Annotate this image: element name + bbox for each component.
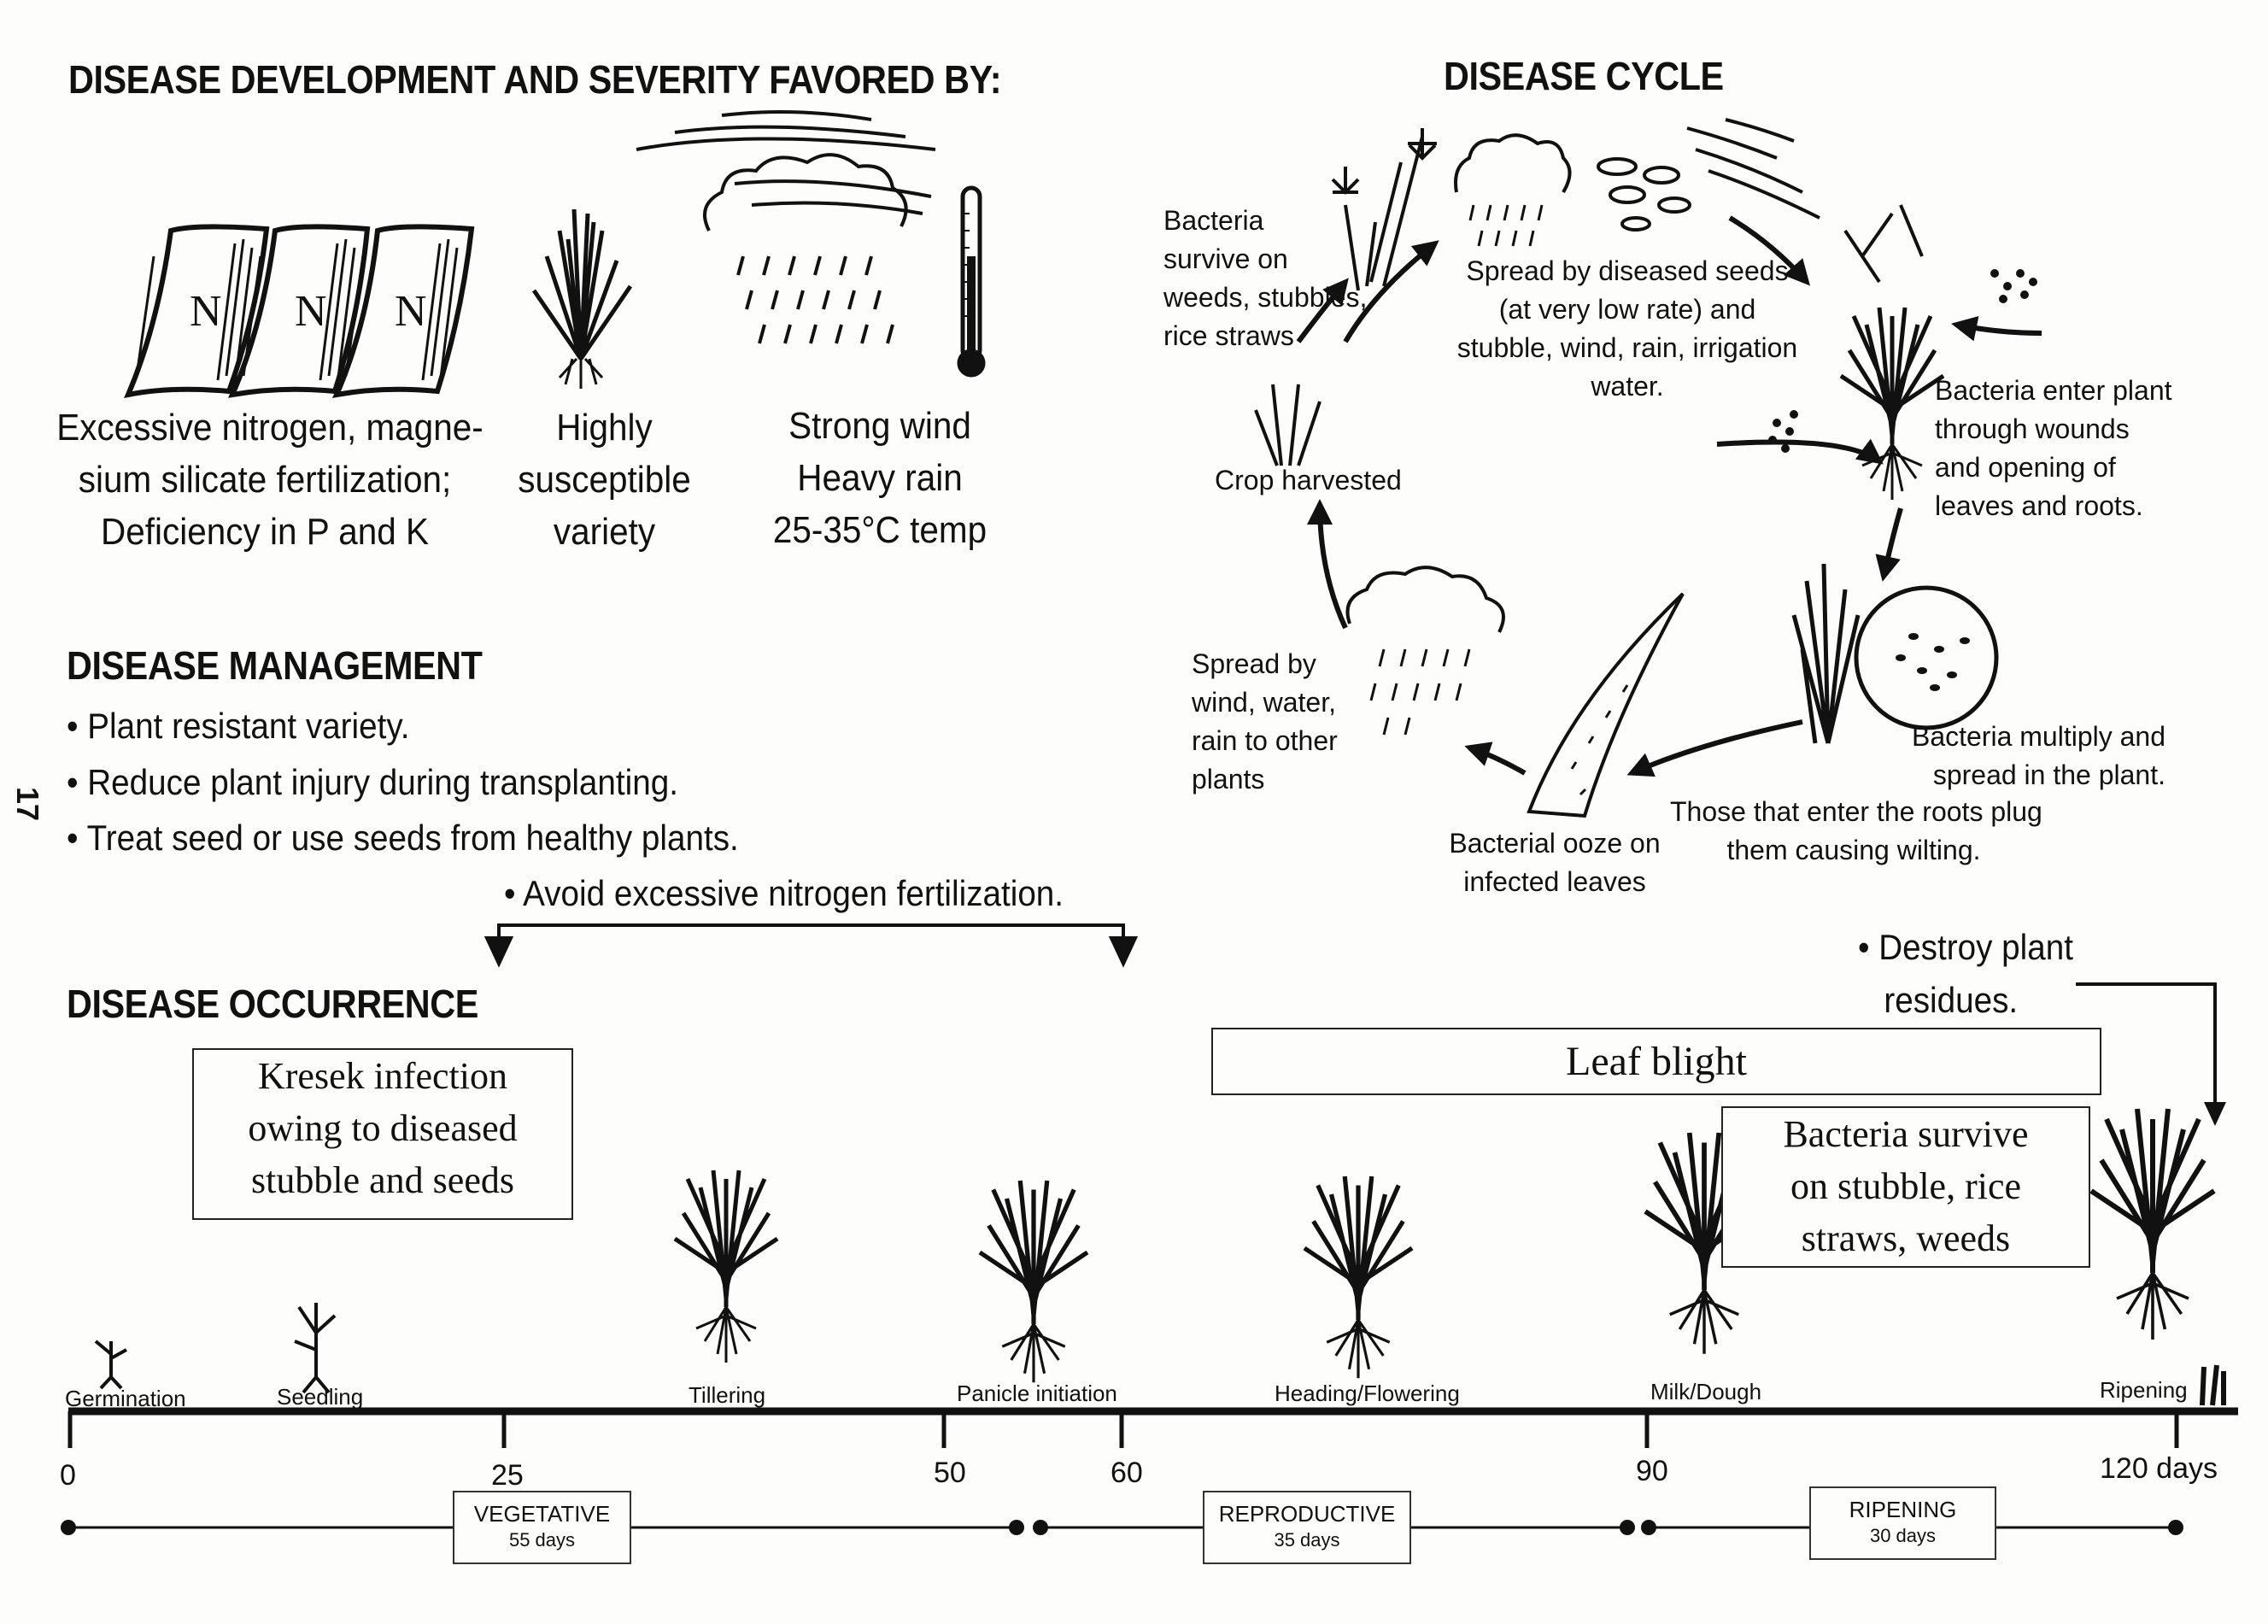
germination-plant-icon [94, 1340, 127, 1390]
stage-label: Tillering [689, 1382, 766, 1408]
kresek-line: Kresek infection [258, 1055, 507, 1097]
destroy-residues-arrow [2076, 982, 2217, 1111]
destroy-residues-arrowhead [2204, 1102, 2226, 1126]
survive-box: Bacteria survive on stubble, rice straws… [1721, 1106, 2090, 1268]
caption-line: Strong wind [788, 405, 971, 447]
phase-duration: 55 days [508, 1529, 576, 1551]
seedling-plant-icon [294, 1303, 337, 1394]
ripening-plant-icon [2091, 1109, 2214, 1340]
stage-label: Panicle initiation [957, 1381, 1117, 1406]
timeline-axis [67, 1407, 2238, 1448]
tick-label: 50 [934, 1457, 966, 1489]
avoid-nitrogen-item: • Avoid excessive nitrogen fertilization… [504, 873, 1064, 913]
tick-label: 90 [1636, 1455, 1668, 1487]
survive-line: on stubble, rice [1790, 1165, 2022, 1207]
phase-vegetative: VEGETATIVE 55 days [453, 1491, 631, 1564]
heading-plant-icon [1304, 1176, 1412, 1378]
survive-line: Bacteria survive [1783, 1113, 2029, 1155]
bag-letter: N [190, 287, 222, 336]
growth-stage-plants [94, 1109, 2226, 1406]
kresek-line: owing to diseased [248, 1107, 518, 1149]
fertilization-caption: Excessive nitrogen, magne- sium silicate… [56, 402, 483, 558]
weeds-icon [1331, 128, 1437, 291]
management-item: • Treat seed or use seeds from healthy p… [67, 818, 739, 858]
caption-line: Heavy rain [797, 457, 963, 499]
wind-rain-cloud-icon [636, 110, 936, 344]
rice-tuft-icon [534, 209, 630, 389]
kresek-line: stubble and seeds [251, 1159, 514, 1201]
cycle-spread-seeds-text: Spread by diseased seeds (at very low rat… [1456, 255, 1798, 402]
thermometer-icon [957, 185, 986, 378]
cycle-harvested-text: Crop harvested [1215, 465, 1402, 495]
management-item: • Reduce plant injury during transplanti… [67, 762, 678, 802]
cycle-enter-plant-text: Bacteria enter plant through wounds and op… [1935, 375, 2172, 521]
stage-label: Germination [65, 1386, 186, 1411]
favored-heading: DISEASE DEVELOPMENT AND SEVERITY FAVORED… [68, 57, 1002, 102]
stage-label: Ripening [2100, 1377, 2188, 1403]
caption-line: variety [553, 511, 656, 553]
management-heading: DISEASE MANAGEMENT [67, 643, 483, 688]
phase-duration: 30 days [1869, 1525, 1937, 1546]
stage-label: Heading/Flowering [1275, 1381, 1460, 1406]
tick-label: 25 [491, 1459, 524, 1492]
bag-letter: N [395, 287, 427, 336]
destroy-residues-line: residues. [1884, 980, 2019, 1020]
caption-line: sium silicate fertilization; [78, 459, 452, 501]
management-item: • Plant resistant variety. [67, 706, 410, 746]
stage-label: Milk/Dough [1650, 1379, 1762, 1404]
tillering-plant-icon [675, 1170, 777, 1363]
seeds-icon [1597, 157, 1691, 232]
disease-cycle-diagram [1254, 118, 2042, 818]
tick-label: 0 [60, 1459, 76, 1492]
caption-line: Highly [556, 407, 653, 449]
caption-line: susceptible [518, 459, 691, 501]
tick-label: 60 [1111, 1457, 1143, 1489]
cycle-roots-plug-text: Those that enter the roots plug them caus… [1670, 796, 2042, 865]
kresek-box: Kresek infection owing to diseased stubb… [192, 1048, 573, 1220]
cycle-spread-wind-text: Spread by wind, water, rain to other plants [1192, 648, 1338, 794]
page-number: 17 [10, 786, 46, 822]
occurrence-heading: DISEASE OCCURRENCE [67, 982, 478, 1026]
phase-duration: 35 days [1274, 1529, 1340, 1551]
cycle-ooze-text: Bacterial ooze on infected leaves [1449, 828, 1661, 897]
cycle-multiply-text: Bacteria multiply and spread in the plant… [1911, 721, 2165, 790]
weather-caption: Strong wind Heavy rain 25-35°C temp [762, 400, 998, 556]
bag-letter: N [295, 287, 327, 336]
caption-line: Excessive nitrogen, magne- [56, 407, 483, 449]
phase-name: REPRODUCTIVE [1218, 1501, 1396, 1527]
survive-line: straws, weeds [1801, 1217, 2011, 1259]
caption-line: 25-35°C temp [772, 509, 987, 551]
destroy-residues-item: • Destroy plant residues. [1858, 921, 2073, 1027]
phase-ripening: RIPENING 30 days [1809, 1486, 1996, 1560]
caption-line: Deficiency in P and K [100, 511, 430, 553]
fertilizer-bags-icon [124, 224, 475, 399]
stage-label: Seedling [277, 1384, 364, 1410]
phase-name: VEGETATIVE [473, 1501, 611, 1527]
leaf-blight-bar: Leaf blight [1211, 1028, 2101, 1095]
phase-reproductive: REPRODUCTIVE 35 days [1203, 1491, 1411, 1564]
panicle-plant-icon [980, 1181, 1087, 1382]
nitrogen-bracket [483, 923, 1139, 968]
cycle-survive-text: Bacteria survive on weeds, stubbles, rice s… [1163, 205, 1368, 351]
phase-name: RIPENING [1849, 1497, 1957, 1522]
tick-label: 120 days [2100, 1452, 2218, 1485]
variety-caption: Highly susceptible variety [516, 402, 693, 558]
cycle-heading: DISEASE CYCLE [1444, 54, 1724, 98]
